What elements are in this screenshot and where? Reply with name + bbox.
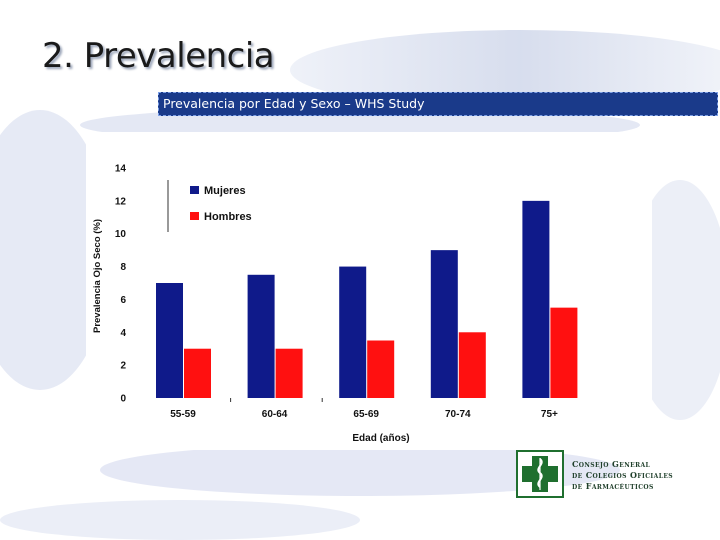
logo-line-1: Consejo General bbox=[572, 459, 651, 469]
slide-title: 2. Prevalencia bbox=[42, 36, 275, 76]
x-tick-label: 55-59 bbox=[170, 409, 196, 420]
y-tick-label: 14 bbox=[115, 164, 127, 175]
y-tick-label: 8 bbox=[120, 262, 126, 273]
legend-label-hombres: Hombres bbox=[204, 211, 252, 223]
bar-hombres-55-59 bbox=[184, 348, 211, 398]
x-tick-label: 70-74 bbox=[445, 409, 471, 420]
legend-swatch-hombres bbox=[190, 212, 199, 220]
y-tick-label: 0 bbox=[120, 394, 126, 405]
x-tick-label: 75+ bbox=[541, 409, 558, 420]
x-axis-label: Edad (años) bbox=[352, 433, 409, 444]
logo-text: Consejo General de Colegios Oficiales de… bbox=[572, 459, 673, 492]
bar-hombres-60-64 bbox=[275, 348, 303, 398]
x-tick-label: 65-69 bbox=[353, 409, 379, 420]
x-axis-ticks: 55-59 60-64 65-69 70-74 75+ bbox=[170, 398, 558, 420]
organization-logo: Consejo General de Colegios Oficiales de… bbox=[516, 450, 706, 498]
chart-subtitle: Prevalencia por Edad y Sexo – WHS Study bbox=[163, 96, 425, 111]
x-tick-label: 60-64 bbox=[262, 409, 288, 420]
subtitle-bar: Prevalencia por Edad y Sexo – WHS Study bbox=[158, 92, 718, 116]
bars-group bbox=[156, 200, 578, 398]
y-axis-label: Prevalencia Ojo Seco (%) bbox=[92, 219, 103, 333]
chart-panel: 0 2 4 6 8 10 12 14 55-59 60-64 65-69 70-74 75+ Prev… bbox=[86, 132, 652, 450]
y-tick-label: 2 bbox=[120, 361, 126, 372]
pharmacy-cross-icon bbox=[516, 450, 564, 498]
y-tick-label: 4 bbox=[120, 328, 126, 339]
bar-hombres-65-69 bbox=[367, 340, 395, 398]
bar-chart: 0 2 4 6 8 10 12 14 55-59 60-64 65-69 70-74 75+ Prev… bbox=[92, 164, 578, 444]
bar-hombres-75+ bbox=[550, 307, 578, 398]
y-tick-label: 10 bbox=[115, 229, 127, 240]
logo-line-2: de Colegios Oficiales bbox=[572, 470, 674, 480]
legend-swatch-mujeres bbox=[190, 186, 199, 194]
bar-mujeres-70-74 bbox=[430, 250, 458, 398]
y-axis-ticks: 0 2 4 6 8 10 12 14 bbox=[115, 164, 127, 405]
legend-label-mujeres: Mujeres bbox=[204, 185, 246, 197]
bar-hombres-70-74 bbox=[458, 332, 486, 398]
logo-line-3: de Farmacéuticos bbox=[572, 481, 654, 491]
bar-mujeres-60-64 bbox=[247, 274, 275, 398]
legend: Mujeres Hombres bbox=[167, 180, 252, 232]
bar-mujeres-65-69 bbox=[339, 266, 367, 398]
y-tick-label: 12 bbox=[115, 196, 127, 207]
bar-mujeres-55-59 bbox=[156, 283, 183, 398]
bar-mujeres-75+ bbox=[522, 200, 550, 398]
y-tick-label: 6 bbox=[120, 295, 126, 306]
